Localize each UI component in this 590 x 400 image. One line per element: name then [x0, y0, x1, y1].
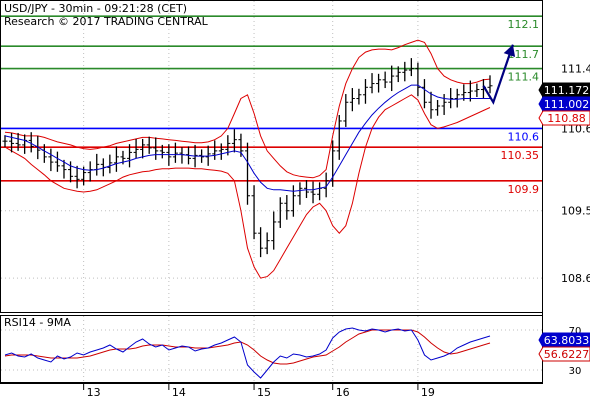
time-axis-tick: 19: [421, 386, 435, 399]
ma-value-tag: 111.002: [544, 98, 590, 111]
time-axis-tick: 14: [172, 386, 186, 399]
rsi-panel-frame: [0, 315, 543, 383]
rsi-axis-tick: 70: [569, 326, 582, 337]
rsi-axis-tick: 30: [569, 366, 582, 377]
time-axis-tick: 16: [336, 386, 350, 399]
bollinger-bands: [4, 39, 491, 279]
rsi-value-tag-box: [538, 332, 590, 348]
level-label-109-9: 109.9: [508, 183, 540, 196]
upper-band: [4, 39, 491, 179]
rsi-value-tag: 63.8033: [544, 334, 590, 347]
price-bars: [2, 58, 493, 258]
rsi-ma-line: [4, 329, 491, 365]
forecast-arrow-head: [503, 44, 516, 57]
level-label-112-1: 112.1: [508, 18, 540, 31]
rsi-ma-value-tag-box: [538, 346, 590, 362]
key-levels: 112.1 111.7 111.4 110.6 110.35 109.9: [1, 15, 542, 196]
level-label-111-7: 111.7: [508, 48, 540, 61]
price-axis-tick: 110.6: [561, 122, 590, 135]
level-label-110-35: 110.35: [501, 149, 540, 162]
forecast-arrow: [482, 44, 516, 105]
chart-copyright: Research © 2017 TRADING CENTRAL: [4, 15, 209, 28]
forecast-arrow-line: [482, 44, 514, 105]
level-label-111-4: 111.4: [508, 71, 540, 84]
price-axis-tick: 109.5: [561, 205, 590, 218]
moving-average: [4, 84, 490, 192]
rsi-label: RSI14 - 9MA: [4, 316, 71, 329]
rsi-line: [4, 327, 491, 379]
lower-band: [4, 94, 491, 279]
last-price-tag: 111.172: [544, 84, 590, 97]
chart-title: USD/JPY - 30min - 09:21:28 (CET): [4, 2, 187, 15]
price-axis-tick: 111.4: [561, 63, 590, 76]
price-axis-tick: 108.6: [561, 272, 590, 285]
axis-labels: 111.4 110.6 109.5 108.6 70 30 13 14 15 16 19: [0, 63, 590, 399]
level-label-110-6: 110.6: [508, 130, 540, 143]
price-ma-line: [4, 84, 490, 192]
band-value-tag: 110.88: [547, 112, 586, 125]
time-axis-tick: 13: [87, 386, 101, 399]
last-price-tag-box: [538, 82, 590, 98]
grid: [1, 1, 542, 382]
band-value-tag-box: [538, 110, 590, 126]
time-axis-tick: 15: [257, 386, 271, 399]
ma-value-tag-box: [538, 96, 590, 112]
rsi-ma-value-tag: 56.6227: [544, 348, 590, 361]
rsi-lines: [4, 327, 491, 379]
